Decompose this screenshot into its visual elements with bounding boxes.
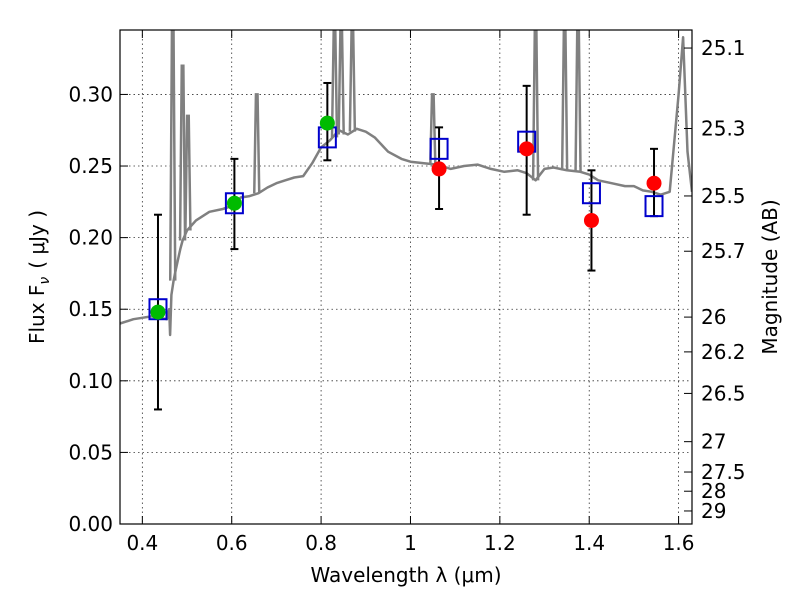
- optical-data-point: [150, 304, 166, 320]
- emission-line-spike: [429, 93, 437, 165]
- y2-tick-label: 26.5: [701, 381, 746, 405]
- y-axis-label-main: Flux F: [25, 285, 49, 344]
- y-tick-label: 0.05: [68, 440, 113, 464]
- y2-tick-label: 26.2: [701, 340, 746, 364]
- model-photometry-square: [429, 137, 449, 160]
- y-tick-label: 0.00: [68, 512, 113, 536]
- x-tick-label: 0.4: [126, 531, 158, 555]
- x-tick-label: 1: [404, 531, 417, 555]
- y-tick-label: 0.10: [68, 369, 113, 393]
- marker-layer: [148, 115, 664, 321]
- x-tick-label: 0.6: [216, 531, 248, 555]
- model-photometry-square: [644, 195, 664, 218]
- nir-data-point: [519, 141, 535, 157]
- nir-data-point: [583, 212, 599, 228]
- y2-tick-label: 25.7: [701, 239, 746, 263]
- emission-line-spike: [560, 30, 569, 171]
- y2-tick-label: 25.5: [701, 184, 746, 208]
- emission-line-spike: [348, 30, 357, 132]
- plot-frame: [119, 29, 693, 525]
- emission-line-spike: [168, 30, 177, 281]
- nir-data-point: [431, 161, 447, 177]
- nir-data-point: [646, 175, 662, 191]
- emission-line-spike: [531, 30, 540, 181]
- model-photometry-square: [581, 182, 601, 205]
- y-tick-label: 0.30: [68, 82, 113, 106]
- y2-tick-label: 25.1: [701, 36, 746, 60]
- y2-tick-label: 25.3: [701, 117, 746, 141]
- grid-layer: [120, 30, 692, 525]
- model-spectrum-line: [120, 35, 692, 337]
- emission-line-spike: [184, 114, 192, 231]
- y-axis-label: Flux Fν ( μJy ): [25, 210, 53, 344]
- y-tick-label: 0.25: [68, 154, 113, 178]
- y2-tick-label: 27: [701, 430, 726, 454]
- x-axis-label: Wavelength λ (μm): [310, 563, 501, 587]
- optical-data-point: [226, 195, 242, 211]
- y2-tick-label: 29: [701, 499, 726, 523]
- x-tick-label: 1.6: [663, 531, 695, 555]
- x-tick-label: 1.2: [484, 531, 516, 555]
- emission-line-spike: [178, 64, 187, 241]
- x-tick-label: 1.4: [573, 531, 605, 555]
- y2-tick-label: 27.5: [701, 460, 746, 484]
- y-tick-label: 0.20: [68, 226, 113, 250]
- optical-data-point: [319, 115, 335, 131]
- x-tick-label: 0.8: [305, 531, 337, 555]
- y2-tick-label: 26: [701, 305, 726, 329]
- spectrum-layer: [120, 30, 692, 337]
- emission-line-spike: [337, 30, 345, 135]
- emission-line-spike: [574, 30, 582, 172]
- model-photometry-square: [224, 192, 244, 215]
- emission-line-spike: [330, 30, 339, 138]
- emission-line-spike: [252, 93, 261, 194]
- y-axis-label-sub: ν: [37, 277, 53, 285]
- y2-axis-label: Magnitude (AB): [758, 199, 782, 354]
- y-axis-label-unit: ( μJy ): [25, 210, 49, 269]
- errorbar-layer: [153, 81, 659, 411]
- tick-layer: 0.4 0.6 0.8 1 1.2 1.4 1.6 0.00 0.05 0.10 0.15 0.20 0…: [68, 30, 746, 555]
- y-tick-label: 0.15: [68, 297, 113, 321]
- y2-tick-label: 28: [701, 479, 726, 503]
